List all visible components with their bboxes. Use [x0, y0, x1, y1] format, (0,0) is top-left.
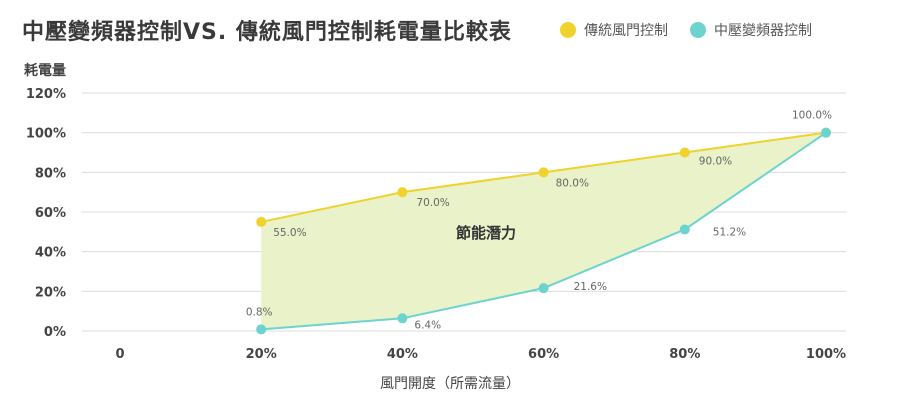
data-label: 0.8% — [246, 306, 273, 318]
x-axis-label: 風門開度（所需流量） — [380, 376, 520, 392]
y-tick-label: 20% — [35, 285, 66, 300]
y-tick-label: 80% — [35, 166, 66, 181]
savings-area — [261, 132, 826, 330]
legend-marker-traditional — [560, 22, 576, 38]
legend-label-traditional: 傳統風門控制 — [584, 23, 668, 39]
data-label: 21.6% — [574, 281, 607, 293]
x-tick-label: 40% — [387, 347, 418, 362]
y-axis-label: 耗電量 — [24, 63, 66, 79]
data-label: 90.0% — [699, 156, 732, 168]
data-point — [256, 324, 267, 335]
legend: 傳統風門控制 中壓變頻器控制 — [560, 20, 834, 40]
legend-label-vfd: 中壓變頻器控制 — [714, 23, 812, 39]
data-label: 55.0% — [273, 227, 306, 239]
legend-marker-vfd — [690, 22, 706, 38]
data-point — [538, 283, 549, 294]
x-tick-label: 80% — [669, 347, 700, 362]
data-point — [397, 313, 408, 324]
data-point — [397, 187, 408, 198]
y-tick-label: 100% — [26, 127, 66, 142]
data-point — [679, 147, 690, 158]
x-tick-label: 0 — [115, 347, 124, 362]
data-label: 80.0% — [556, 177, 589, 189]
data-point — [538, 167, 549, 178]
data-point — [679, 224, 690, 235]
legend-item-vfd[interactable]: 中壓變頻器控制 — [690, 20, 812, 40]
data-label: 6.4% — [414, 319, 441, 331]
data-label: 70.0% — [416, 197, 449, 209]
data-label: 51.2% — [713, 226, 746, 238]
x-tick-label: 20% — [246, 347, 277, 362]
chart-title: 中壓變頻器控制VS. 傳統風門控制耗電量比較表 — [22, 20, 512, 45]
savings-annotation: 節能潛力 — [456, 224, 516, 242]
y-tick-label: 60% — [35, 206, 66, 221]
y-tick-label: 0% — [44, 325, 66, 340]
data-point — [256, 216, 267, 227]
y-tick-label: 120% — [26, 87, 66, 102]
data-point — [821, 127, 831, 138]
x-tick-label: 100% — [806, 347, 846, 362]
x-tick-label: 60% — [528, 347, 559, 362]
legend-item-traditional[interactable]: 傳統風門控制 — [560, 20, 668, 40]
data-label: 100.0% — [792, 110, 832, 122]
y-tick-label: 40% — [35, 246, 66, 261]
